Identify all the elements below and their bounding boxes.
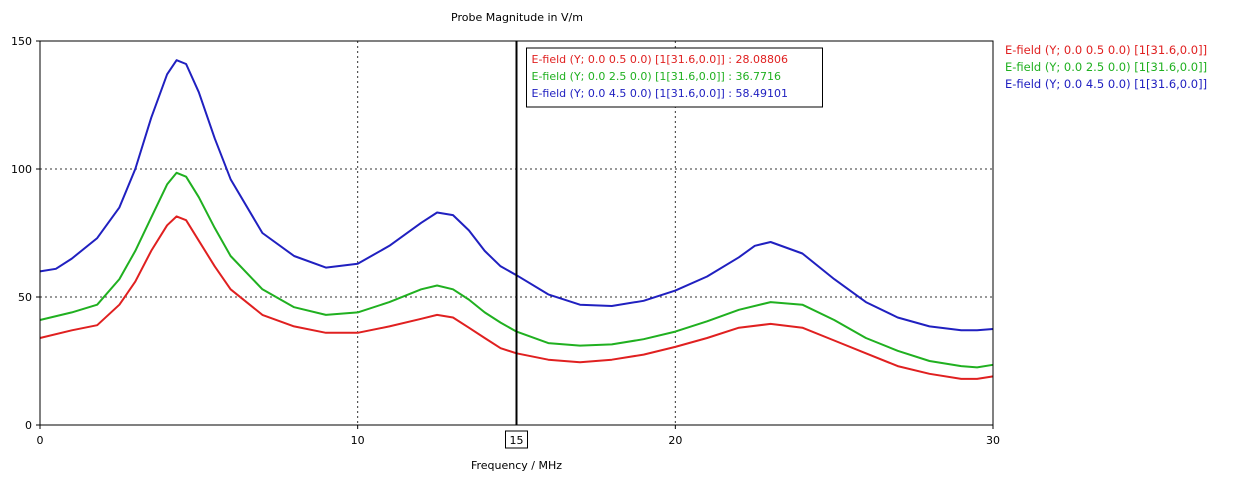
cursor-values-box: E-field (Y; 0.0 0.5 0.0) [1[31.6,0.0]] :… xyxy=(526,47,823,108)
x-tick-label: 0 xyxy=(37,434,44,447)
x-tick-label: 20 xyxy=(668,434,682,447)
chart-title: Probe Magnitude in V/m xyxy=(451,11,583,24)
y-tick-label: 50 xyxy=(18,291,32,304)
y-tick-label: 100 xyxy=(11,163,32,176)
legend-entry: E-field (Y; 0.0 2.5 0.0) [1[31.6,0.0]] xyxy=(1005,60,1207,74)
axes: 0 50 100 150 0 10 20 30 xyxy=(11,35,1000,447)
x-tick-label: 30 xyxy=(986,434,1000,447)
series-lines xyxy=(39,59,994,380)
cursor-x-label-text: 15 xyxy=(510,434,524,447)
cursor-value-text: E-field (Y; 0.0 2.5 0.0) [1[31.6,0.0]] :… xyxy=(532,70,781,83)
cursor-value-text: E-field (Y; 0.0 4.5 0.0) [1[31.6,0.0]] :… xyxy=(532,87,788,100)
legend-entry: E-field (Y; 0.0 4.5 0.0) [1[31.6,0.0]] xyxy=(1005,77,1207,91)
cursor-x-label[interactable]: 15 xyxy=(505,430,528,449)
legend: E-field (Y; 0.0 0.5 0.0) [1[31.6,0.0]] E-… xyxy=(1005,43,1207,91)
series-line-2 xyxy=(39,171,994,369)
y-tick-label: 0 xyxy=(25,419,32,432)
x-tick-label: 10 xyxy=(351,434,365,447)
series-line-1 xyxy=(39,215,994,380)
y-tick-label: 150 xyxy=(11,35,32,48)
series-line-3 xyxy=(39,59,994,332)
cursor-value-text: E-field (Y; 0.0 0.5 0.0) [1[31.6,0.0]] :… xyxy=(532,53,788,66)
legend-entry: E-field (Y; 0.0 0.5 0.0) [1[31.6,0.0]] xyxy=(1005,43,1207,57)
x-axis-label: Frequency / MHz xyxy=(471,459,562,472)
